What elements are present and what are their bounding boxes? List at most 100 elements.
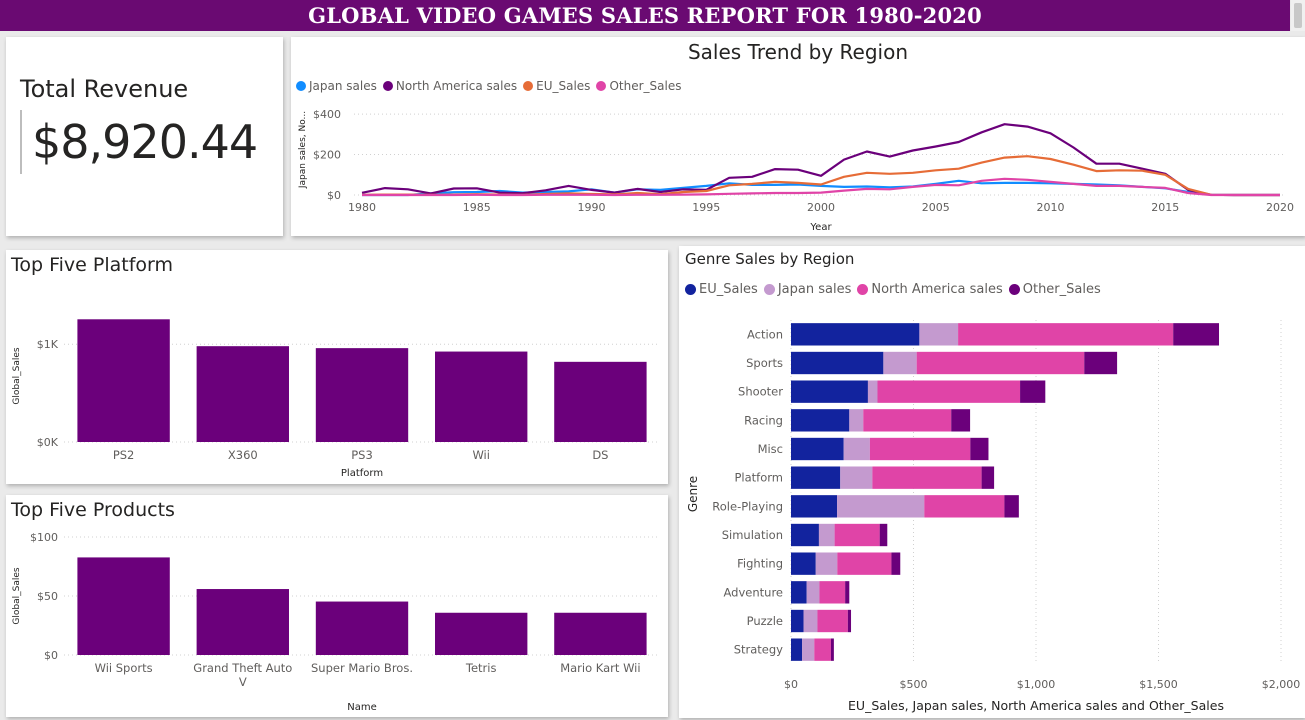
legend-dot-icon (523, 81, 534, 91)
y-tick-label: Action (747, 327, 783, 341)
legend-item-eu-sales[interactable]: EU_Sales (523, 79, 590, 93)
y-tick-label: $0 (44, 649, 58, 662)
x-tick-label: Tetris (465, 661, 497, 675)
bar-platform-japan-sales (840, 466, 873, 489)
bar-racing-other-sales (951, 409, 971, 432)
bar-racing-japan-sales (849, 409, 864, 432)
x-tick-label: PS3 (351, 448, 373, 462)
bar-puzzle-eu-sales (791, 609, 804, 633)
y-axis-title: Global_Sales (12, 347, 22, 404)
y-tick-label: Simulation (722, 528, 783, 542)
bar-fighting-north-america-sales (837, 552, 892, 575)
x-axis-title: Name (347, 702, 377, 713)
total-revenue-card[interactable]: Total Revenue $8,920.44 (6, 37, 283, 236)
legend-item-other-sales[interactable]: Other_Sales (596, 79, 681, 93)
bar-misc-eu-sales (791, 437, 844, 461)
products-title: Top Five Products (11, 499, 175, 521)
x-tick-label: 1980 (348, 201, 376, 214)
y-tick-label: Racing (744, 413, 783, 427)
series-line-north-america-sales (361, 123, 1280, 197)
y-tick-label: $50 (37, 590, 58, 603)
x-tick-label: Grand Theft Auto (193, 661, 292, 675)
bar-sports-other-sales (1084, 351, 1118, 375)
x-tick-label: $2,000 (1262, 678, 1301, 691)
x-tick-label: Wii Sports (95, 661, 153, 675)
bar-mario-kart-wii (554, 612, 647, 655)
y-tick-label: Puzzle (747, 614, 783, 628)
bar-ds (554, 361, 647, 442)
x-axis-title: Platform (341, 468, 383, 479)
legend-label: Japan sales (777, 282, 852, 297)
legend-dot-icon (1008, 284, 1020, 295)
genre-title: Genre Sales by Region (685, 250, 855, 268)
bar-strategy-other-sales (830, 638, 834, 661)
bar-role-playing-eu-sales (791, 495, 838, 518)
legend-item-north-america-sales[interactable]: North America sales (857, 282, 1003, 297)
legend-item-eu-sales[interactable]: EU_Sales (685, 282, 758, 297)
x-tick-label: 1985 (463, 201, 491, 214)
bar-wii (435, 351, 528, 442)
bar-x360 (196, 346, 289, 442)
legend-item-north-america-sales[interactable]: North America sales (382, 79, 518, 93)
x-tick-label: Super Mario Bros. (311, 661, 413, 675)
legend-label: Japan sales (309, 79, 377, 93)
y-axis-title: Global_Sales (12, 567, 22, 624)
y-tick-label: $100 (30, 531, 58, 544)
legend-dot-icon (596, 81, 607, 91)
bar-shooter-other-sales (1020, 380, 1046, 403)
legend-label: EU_Sales (536, 79, 591, 93)
bar-action-north-america-sales (958, 323, 1174, 346)
y-tick-label: Strategy (734, 643, 783, 657)
y-tick-label: Role-Playing (712, 499, 783, 513)
scrollbar[interactable] (1291, 0, 1305, 31)
top-platform-panel[interactable]: Top Five Platform $0K $1K PS2 X360 PS3 Wii DS P… (6, 250, 668, 484)
bar-platform-eu-sales (791, 466, 841, 489)
y-tick-label: Sports (746, 356, 783, 370)
genre-legend[interactable]: EU_Sales Japan sales North America sales Ot… (685, 282, 1107, 297)
bar-platform-other-sales (981, 466, 995, 489)
x-tick-label: DS (592, 448, 608, 462)
bar-racing-eu-sales (791, 409, 850, 432)
bar-action-other-sales (1173, 323, 1220, 346)
trend-title: Sales Trend by Region (687, 40, 909, 64)
x-tick-label: 2020 (1266, 201, 1294, 214)
x-axis-title: Year (809, 222, 832, 233)
legend-item-japan-sales[interactable]: Japan sales (763, 282, 852, 297)
legend-item-other-sales[interactable]: Other_Sales (1008, 282, 1101, 297)
bar-simulation-other-sales (879, 523, 888, 547)
bar-shooter-eu-sales (791, 380, 868, 403)
x-tick-label: 2005 (922, 201, 950, 214)
scrollbar-thumb[interactable] (1294, 3, 1302, 28)
sales-trend-panel[interactable]: Sales Trend by Region Japan sales North A… (291, 37, 1305, 236)
platform-chart[interactable]: $0K $1K PS2 X360 PS3 Wii DS Platform Global_Sale… (6, 250, 668, 484)
trend-chart[interactable]: $0 $200 $400 1980 1985 1990 1995 2000 2005 2010 20… (291, 37, 1305, 236)
trend-legend[interactable]: Japan sales North America sales EU_Sales Ot… (296, 79, 687, 93)
bar-puzzle-north-america-sales (817, 609, 848, 633)
legend-label: North America sales (395, 79, 518, 93)
bar-action-eu-sales (791, 323, 920, 346)
y-tick-label: Adventure (724, 585, 783, 599)
bar-fighting-eu-sales (791, 552, 816, 575)
legend-item-japan-sales[interactable]: Japan sales (296, 79, 377, 93)
kpi-title: Total Revenue (20, 75, 189, 103)
x-tick-label: $0 (784, 678, 798, 691)
top-products-panel[interactable]: Top Five Products $0 $50 $100 Wii Sports Gra… (6, 495, 668, 717)
legend-label: North America sales (871, 282, 1003, 297)
report-header: GLOBAL VIDEO GAMES SALES REPORT FOR 1980… (0, 0, 1290, 31)
bar-sports-north-america-sales (916, 351, 1085, 375)
genre-chart[interactable]: $0 $500 $1,000 $1,500 $2,000 Action Sports Shoo… (679, 246, 1305, 718)
bar-simulation-japan-sales (818, 523, 835, 547)
x-tick-label: 1995 (692, 201, 720, 214)
bar-role-playing-other-sales (1004, 495, 1019, 518)
genre-sales-panel[interactable]: Genre Sales by Region EU_Sales Japan sale… (679, 246, 1305, 718)
y-tick-label: $200 (313, 149, 341, 162)
y-axis-title: Japan sales, No... (298, 111, 308, 189)
x-tick-label: Wii (472, 448, 490, 462)
y-tick-label: Platform (735, 471, 784, 485)
x-tick-label: X360 (228, 448, 258, 462)
legend-label: Other_Sales (609, 79, 682, 93)
bar-shooter-japan-sales (867, 380, 878, 403)
x-tick-label: PS2 (113, 448, 135, 462)
kpi-accent-bar (20, 110, 22, 174)
